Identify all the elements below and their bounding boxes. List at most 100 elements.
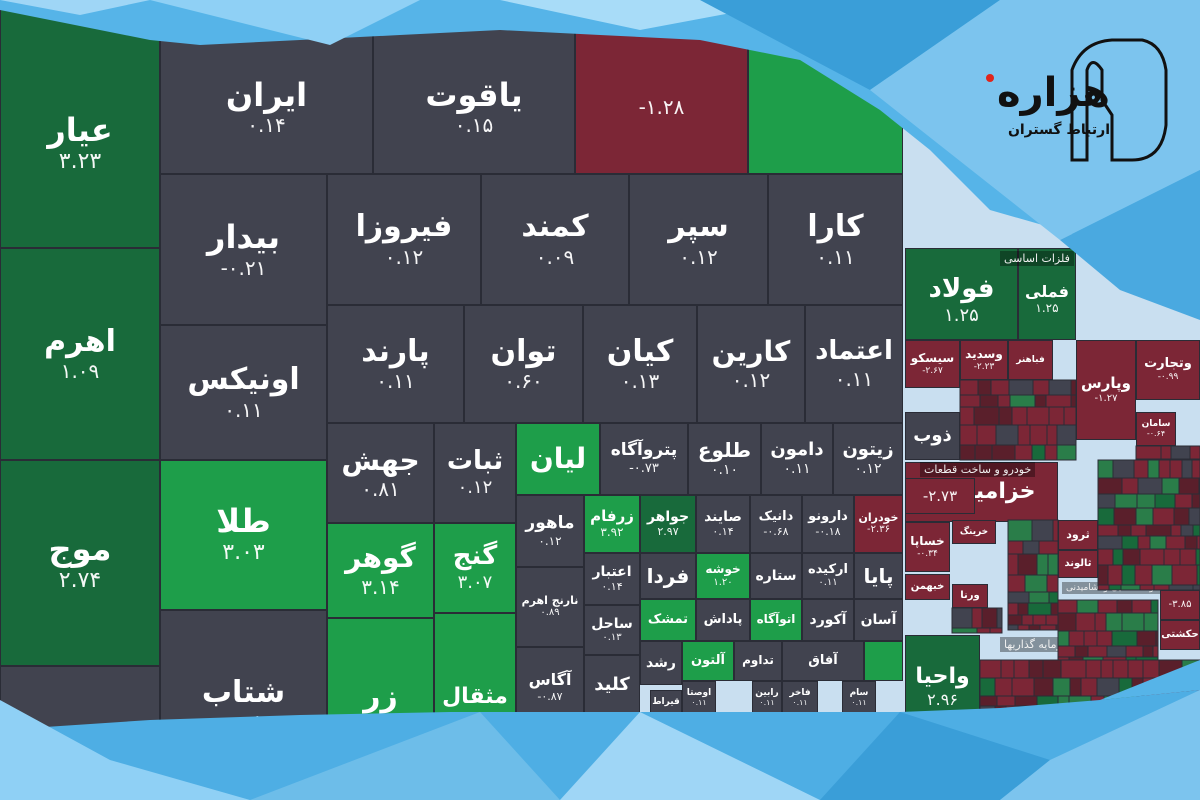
percent-change: -۰.۷۳ [629,460,659,476]
tile-sahel[interactable]: ساحل ۰.۱۳ [584,605,640,655]
symbol-name: نارنج اهرم [521,593,579,607]
mosaic-cell [1142,677,1166,697]
tile-yaghoot[interactable]: یاقوت ۰.۱۵ [373,0,575,174]
percent-change: ۰.۱۱ [792,698,808,708]
tile-orkideh[interactable]: ارکیده ۰.۱۱ [802,553,854,599]
tile-gohar[interactable]: گوهر ۳.۱۴ [327,523,434,618]
tile-ayar[interactable]: عیار ۳.۲۳ [0,0,160,248]
tile-roshd[interactable]: رشد [640,641,682,685]
tile-narenj-ahrom[interactable]: نارنج اهرم ۰.۸۹ [516,567,584,647]
tile-separ[interactable]: سپر ۰.۱۲ [629,174,768,305]
tile-vahya[interactable]: واحیا ۲.۹۶ [905,635,980,730]
tile-fesaba[interactable]: فصبا [960,410,992,430]
mosaic-cell [1086,673,1107,681]
tile-bidar[interactable]: بیدار -۰.۲۱ [160,174,327,325]
tile-farda[interactable]: فردا [640,553,696,599]
tile-green-top-right[interactable] [748,0,903,174]
tile-vasadid[interactable]: وسدید -۲.۲۳ [960,340,1008,380]
tile-auto-sector-change[interactable]: -۲.۷۳ [905,478,975,514]
tile-zarfam[interactable]: زرفام ۳.۹۲ [584,495,640,553]
tile-khoosheh[interactable]: خوشه ۱.۲۰ [696,553,750,599]
tile-rabin[interactable]: رابین ۰.۱۱ [752,681,782,715]
tile-green-small[interactable] [864,641,903,681]
tile-siskoo[interactable]: سیسکو -۲.۶۷ [905,340,960,388]
tile-kara[interactable]: کارا ۰.۱۱ [768,174,903,305]
tile-sarood[interactable]: ثرود [1058,520,1098,550]
tile-afagh[interactable]: آفاق [782,641,864,681]
tile-agas[interactable]: آگاس -۰.۸۷ [516,647,584,727]
tile-mesghal[interactable]: مثقال ۳.۰۶ [434,613,516,800]
tile-fakher[interactable]: فاخر ۰.۱۱ [782,681,818,715]
tile-food-change[interactable]: -۳.۸۵ [1160,590,1200,620]
percent-change: ۰.۱۱ [783,460,811,477]
tile-alton[interactable]: آلتون [682,641,734,681]
tile-bottom-left[interactable] [0,666,160,800]
tile-khasapa[interactable]: خساپا -۰.۳۴ [905,522,950,572]
tile-parand[interactable]: پارند ۰.۱۱ [327,305,464,423]
tile-tala[interactable]: طلا ۳.۰۳ [160,460,327,610]
tile-zeitoon[interactable]: زیتون ۰.۱۲ [833,423,903,495]
tile-saman[interactable]: سامان -۰.۶۴ [1136,412,1176,446]
tile-otoagah[interactable]: اتوآگاه [750,599,802,641]
mosaic-cell [977,379,992,396]
symbol-name: وپارس [1081,374,1131,393]
tile-kian[interactable]: کیان ۰.۱۳ [583,305,697,423]
tile-asan[interactable]: آسان [854,599,903,641]
tile-mouj[interactable]: موج ۲.۷۴ [0,460,160,666]
tile-vapars[interactable]: وپارس -۱.۲۷ [1076,340,1136,440]
tile-sayand[interactable]: صایند ۰.۱۴ [696,495,750,553]
tile-padash[interactable]: پاداش [696,599,750,641]
tile-onyx[interactable]: اونیکس ۰.۱۱ [160,325,327,460]
symbol-name: سام [849,688,869,699]
percent-change: ۰.۸۹ [540,607,560,619]
tile-kelid[interactable]: کلید [584,655,640,715]
tile-vatejarat[interactable]: وتجارت -۰.۹۹ [1136,340,1200,400]
tile-lian[interactable]: لیان [516,423,600,495]
tile-jahesh[interactable]: جهش ۰.۸۱ [327,423,434,523]
tile-hakeshti[interactable]: حکشتی [1160,620,1200,650]
tile-etebar[interactable]: اعتبار ۰.۱۴ [584,553,640,605]
tile-etemad[interactable]: اعتماد ۰.۱۱ [805,305,903,423]
mosaic-cell [1083,630,1098,647]
tile-sabat[interactable]: ثبات ۰.۱۲ [434,423,516,523]
tile-paya[interactable]: پایا [854,553,903,599]
tile-tameshk[interactable]: تمشک [640,599,696,641]
tile-danik[interactable]: دانیک -۰.۶۸ [750,495,802,553]
tile-damoon[interactable]: دامون ۰.۱۱ [761,423,833,495]
tile-tadavom[interactable]: تداوم [734,641,782,681]
tile-tavan[interactable]: توان ۰.۶۰ [464,305,583,423]
tile-ghirat[interactable]: قیراط [650,690,682,715]
tile-iran[interactable]: ایران ۰.۱۴ [160,0,373,174]
tile-mahoor[interactable]: ماهور ۰.۱۲ [516,495,584,567]
tile-daroonoo[interactable]: دارونو -۰.۱۸ [802,495,854,553]
tile-accord[interactable]: آکورد [802,599,854,641]
tile-khbahman[interactable]: خبهمن [905,574,950,600]
percent-change: ۰.۱۴ [601,580,623,594]
tile-khodran[interactable]: خودران -۲.۳۶ [854,495,903,553]
mosaic-cell [1106,645,1127,658]
tile-varna[interactable]: ورنا [952,584,988,608]
tile-petroagah[interactable]: پتروآگاه -۰.۷۳ [600,423,688,495]
tile-firooza[interactable]: فیروزا ۰.۱۲ [327,174,481,305]
tile-vasaraya[interactable]: وسرایا [905,730,980,770]
mosaic-cell [1039,705,1051,721]
tile-khkaveh[interactable]: خکاوه -۰.۹۷ [1010,520,1056,550]
tile-sam[interactable]: سام ۰.۱۱ [842,681,876,715]
tile-zob[interactable]: ذوب [905,412,960,460]
tile-setareh[interactable]: ستاره [750,553,802,599]
tile-zar[interactable]: زر ۳.۴۷ [327,618,434,800]
tile-oosta[interactable]: اوصتا ۰.۱۱ [682,681,716,715]
tile-kharing[interactable]: خرینگ [952,520,996,544]
tile-shetab[interactable]: شتاب ۰.۰۵ [160,610,327,800]
tile-kamand[interactable]: کمند ۰.۰۹ [481,174,629,305]
tile-tolou[interactable]: طلوع ۰.۱۰ [688,423,761,495]
tile-fbahonar[interactable]: فباهنر [1008,340,1053,380]
tile-ganj[interactable]: گنج ۳.۰۷ [434,523,516,613]
tile-ahrom[interactable]: اهرم ۱.۰۹ [0,248,160,460]
percent-change: ۰.۱۲ [384,244,424,269]
tile-javaher[interactable]: جواهر ۲.۹۷ [640,495,696,553]
percent-change: ۰.۱۲ [731,368,771,393]
tile-salvand[interactable]: ثالوند [1058,550,1098,578]
tile-red-top[interactable]: -۱.۲۸ [575,0,748,174]
tile-karin[interactable]: کارین ۰.۱۲ [697,305,805,423]
